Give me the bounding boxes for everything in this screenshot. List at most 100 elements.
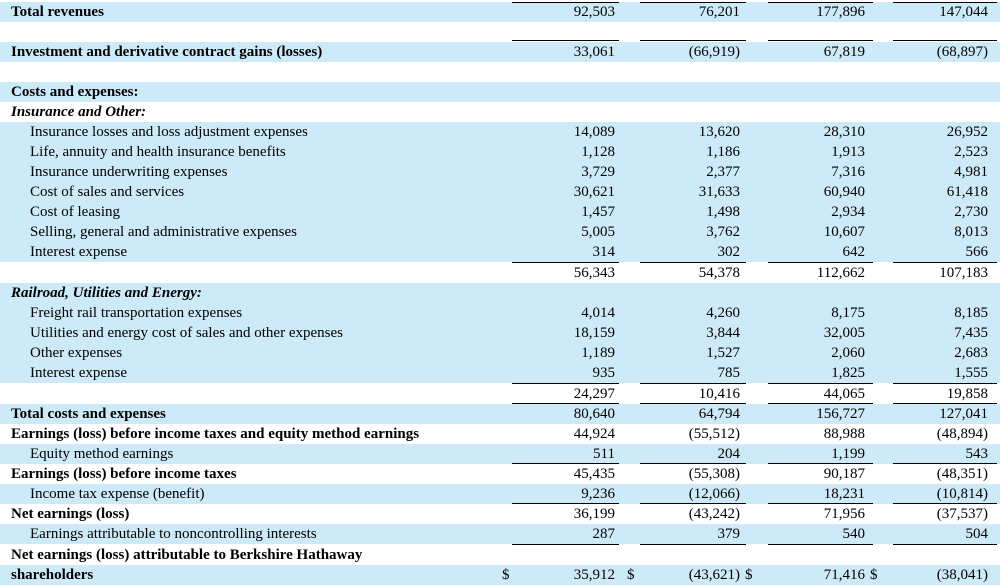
rule-line: [512, 544, 619, 545]
row-label: Net earnings (loss): [11, 506, 130, 522]
cell-value: 1,186: [706, 144, 740, 160]
cell-value: (10,814): [936, 486, 988, 502]
rule-line: [893, 503, 997, 504]
cell-value: 543: [965, 446, 989, 462]
row-label: Earnings (loss) before income taxes and …: [11, 426, 420, 442]
table-row: Investment and derivative contract gains…: [0, 42, 1000, 62]
table-row: Net earnings (loss) 36,199 (43,242) 71,9…: [0, 504, 1000, 524]
rule-line: [768, 2, 873, 3]
cell-value: 31,633: [698, 184, 740, 200]
cell-value: (55,308): [688, 466, 740, 482]
cell-value: 76,201: [698, 4, 740, 20]
cell-value: 9,236: [581, 486, 615, 502]
cell-value: (12,066): [688, 486, 740, 502]
cell-value: 71,956: [823, 506, 865, 522]
cell-value: 36,199: [573, 506, 615, 522]
cell-value: 511: [593, 446, 615, 462]
cell-value: 642: [842, 244, 866, 260]
row-label: Freight rail transportation expenses: [30, 305, 243, 321]
table-row: Life, annuity and health insurance benef…: [0, 142, 1000, 162]
cell-value: 177,896: [816, 4, 865, 20]
cell-value: (43,621): [688, 567, 740, 583]
cell-value: 18,159: [573, 325, 615, 341]
table-row: Earnings attributable to noncontrolling …: [0, 524, 1000, 544]
cell-value: 3,729: [581, 164, 615, 180]
cell-value: 1,189: [581, 345, 615, 361]
rule-line: [640, 2, 746, 3]
table-row: Freight rail transportation expenses 4,0…: [0, 303, 1000, 323]
cell-value: 10,416: [698, 386, 740, 402]
rule-line: [512, 40, 619, 41]
row-label: Net earnings (loss) attributable to Berk…: [11, 547, 363, 563]
row-label: Insurance underwriting expenses: [30, 164, 228, 180]
subtotal-row: 56,343 54,378 112,662 107,183: [0, 263, 1000, 283]
cell-value: 5,005: [581, 224, 615, 240]
cell-value: 88,988: [823, 426, 865, 442]
rule-line: [893, 40, 997, 41]
cell-value: 785: [717, 365, 741, 381]
rule-line: [512, 383, 619, 384]
rule-line: [893, 403, 997, 404]
cell-value: 1,498: [706, 204, 740, 220]
rule-line: [893, 463, 997, 464]
rule-line: [768, 262, 873, 263]
cell-value: (48,351): [936, 466, 988, 482]
rule-line: [893, 544, 997, 545]
cell-value: 2,730: [954, 204, 988, 220]
cell-value: 19,858: [946, 386, 988, 402]
rule-line: [893, 2, 997, 3]
cell-value: 302: [717, 244, 741, 260]
cell-value: 67,819: [823, 44, 865, 60]
table-row: shareholders $ 35,912 $ (43,621) $ 71,41…: [0, 565, 1000, 585]
table-row: Cost of sales and services 30,621 31,633…: [0, 182, 1000, 202]
cell-value: 1,199: [831, 446, 865, 462]
rule-line: [893, 383, 997, 384]
cell-value: 287: [592, 526, 616, 542]
currency-symbol: $: [745, 567, 753, 583]
cell-value: 3,762: [706, 224, 740, 240]
cell-value: 935: [592, 365, 616, 381]
cell-value: 127,041: [939, 406, 988, 422]
cell-value: 80,640: [573, 406, 615, 422]
table-row: Interest expense 935 785 1,825 1,555: [0, 363, 1000, 383]
cell-value: (55,512): [688, 426, 740, 442]
rule-line: [893, 262, 997, 263]
table-row: Interest expense 314 302 642 566: [0, 242, 1000, 262]
currency-symbol: $: [870, 567, 878, 583]
cell-value: 26,952: [946, 124, 988, 140]
cell-value: 28,310: [823, 124, 865, 140]
table-row: Other expenses 1,189 1,527 2,060 2,683: [0, 343, 1000, 363]
cell-value: 8,013: [954, 224, 988, 240]
cell-value: (66,919): [688, 44, 740, 60]
cell-value: 90,187: [823, 466, 865, 482]
cell-value: 1,128: [581, 144, 615, 160]
row-label: Interest expense: [30, 365, 128, 381]
rule-line: [512, 503, 619, 504]
row-label: Selling, general and administrative expe…: [30, 224, 298, 240]
rule-line: [768, 40, 873, 41]
cell-value: 13,620: [698, 124, 740, 140]
cell-value: 7,435: [954, 325, 988, 341]
cell-value: 379: [717, 526, 741, 542]
row-label: Cost of leasing: [30, 204, 120, 220]
row-label: Other expenses: [30, 345, 123, 361]
currency-symbol: $: [502, 567, 510, 583]
cell-value: (68,897): [936, 44, 988, 60]
cell-value: 1,913: [831, 144, 865, 160]
table-row: Total costs and expenses 80,640 64,794 1…: [0, 404, 1000, 424]
row-label: Income tax expense (benefit): [30, 486, 205, 502]
cell-value: 2,060: [831, 345, 865, 361]
table-row: Earnings (loss) before income taxes and …: [0, 424, 1000, 444]
row-label: Insurance losses and loss adjustment exp…: [30, 124, 308, 140]
rule-line: [512, 463, 619, 464]
cell-value: 61,418: [946, 184, 988, 200]
cell-value: 504: [965, 526, 989, 542]
cell-value: 1,457: [581, 204, 615, 220]
cell-value: 56,343: [573, 265, 615, 281]
rule-line: [640, 262, 746, 263]
cell-value: 2,523: [954, 144, 988, 160]
cell-value: 54,378: [698, 265, 740, 281]
cell-value: 112,662: [816, 265, 865, 281]
cell-value: 18,231: [823, 486, 865, 502]
cell-value: 64,794: [698, 406, 740, 422]
